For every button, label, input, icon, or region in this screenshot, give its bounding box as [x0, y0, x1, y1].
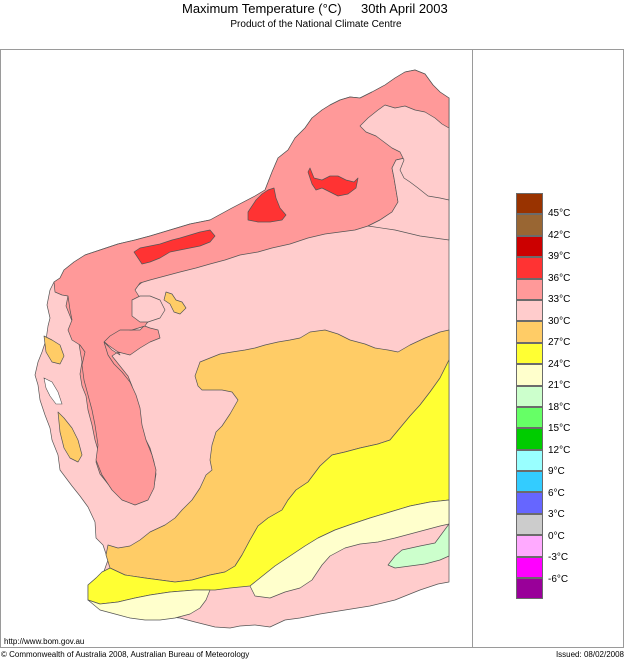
- legend-swatch-12-15: [516, 428, 543, 450]
- legend-label: 3°C: [548, 509, 565, 520]
- legend-swatch-33-36: [516, 278, 543, 300]
- legend-swatch-30-33: [516, 299, 543, 322]
- legend-label: 12°C: [548, 444, 571, 456]
- zone-21-24-southeast: [249, 499, 450, 599]
- legend-swatch-45-plus: [516, 193, 543, 215]
- legend-label: 45°C: [548, 208, 571, 219]
- title-date: 30th April 2003: [361, 1, 448, 16]
- legend-swatch-24-27: [516, 342, 543, 365]
- legend-swatch-below-minus6: [516, 578, 543, 600]
- shark-bay-water: [43, 377, 63, 405]
- legend-divider: [472, 49, 473, 648]
- temperature-legend: [516, 193, 544, 600]
- zone-18-21-eucla: [387, 523, 450, 569]
- zone-30-33-kimberley: [359, 104, 450, 201]
- zone-27-30-carnarvon: [57, 411, 83, 463]
- legend-swatch-minus6-minus3: [516, 556, 543, 579]
- legend-label: 27°C: [548, 337, 571, 348]
- subtitle: Product of the National Climate Centre: [230, 19, 402, 30]
- legend-label: 30°C: [548, 315, 571, 327]
- legend-label: -6°C: [548, 573, 569, 585]
- legend-swatch-minus3-0: [516, 535, 543, 557]
- chart-title: Maximum Temperature (°C) 30th April 2003: [0, 0, 626, 20]
- legend-label: 39°C: [548, 251, 571, 262]
- legend-swatch-18-21: [516, 385, 543, 407]
- legend-label: -3°C: [548, 552, 569, 563]
- legend-label: 15°C: [548, 423, 571, 434]
- legend-label: 0°C: [548, 530, 565, 542]
- zone-21-24-southwest: [87, 589, 211, 621]
- zone-36-39-pilbara-coast: [133, 229, 216, 265]
- zone-30-33-inland: [131, 295, 166, 323]
- legend-swatch-21-24: [516, 364, 543, 386]
- legend-label: 33°C: [548, 294, 571, 305]
- zone-27-30-inland-patch: [163, 291, 187, 315]
- legend-swatch-6-9: [516, 471, 543, 493]
- source-url[interactable]: http://www.bom.gov.au: [4, 637, 85, 646]
- legend-swatch-0-3: [516, 513, 543, 536]
- legend-swatch-36-39: [516, 257, 543, 279]
- zone-27-30-gascoyne: [43, 335, 65, 365]
- zone-33-36-band: [53, 69, 450, 506]
- legend-swatch-3-6: [516, 492, 543, 514]
- title-text: Maximum Temperature (°C): [182, 1, 342, 16]
- legend-swatch-27-30: [516, 321, 543, 343]
- issued-date: Issued: 08/02/2008: [555, 650, 624, 659]
- legend-swatch-42-45: [516, 214, 543, 236]
- zone-36-39-broome: [247, 187, 287, 223]
- legend-swatch-15-18: [516, 406, 543, 429]
- copyright-notice: © Commonwealth of Australia 2008, Austra…: [1, 650, 250, 659]
- map-frame: [0, 49, 624, 648]
- legend-label: 6°C: [548, 487, 565, 499]
- legend-label: 42°C: [548, 229, 571, 241]
- legend-label: 24°C: [548, 358, 571, 370]
- legend-label: 21°C: [548, 380, 571, 391]
- legend-swatch-39-42: [516, 235, 543, 258]
- legend-label: 9°C: [548, 466, 565, 477]
- zone-36-39-fitzroy: [307, 167, 359, 197]
- legend-label: 18°C: [548, 401, 571, 413]
- legend-swatch-9-12: [516, 449, 543, 472]
- legend-label: 36°C: [548, 272, 571, 284]
